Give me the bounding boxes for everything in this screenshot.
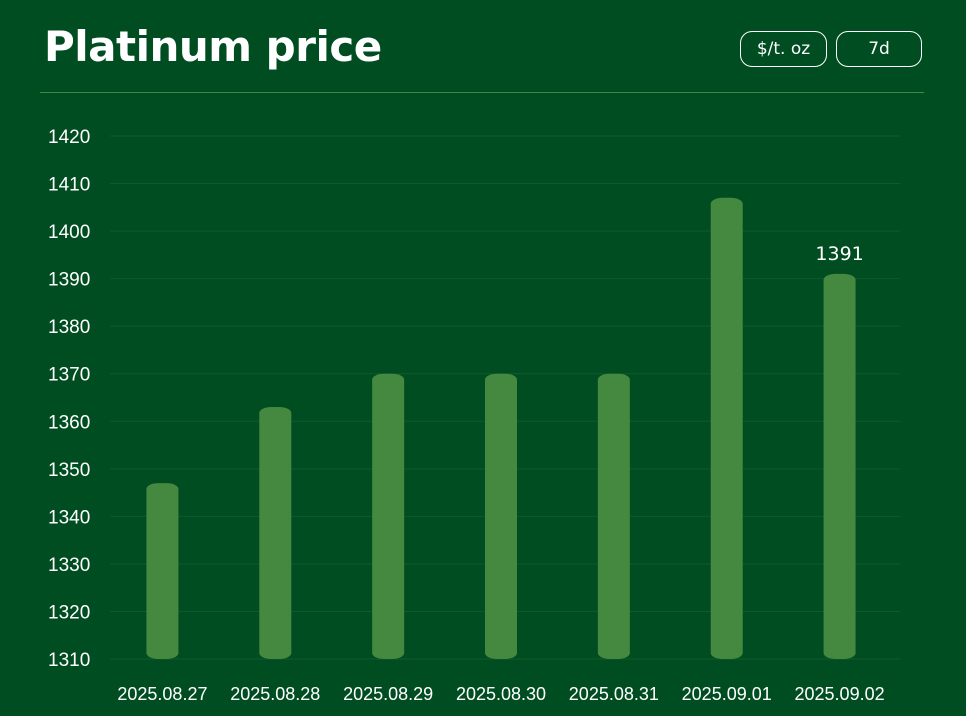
bar xyxy=(710,197,743,660)
range-button[interactable]: 7d xyxy=(836,31,922,67)
y-tick-label: 1380 xyxy=(48,317,90,338)
y-tick-label: 1350 xyxy=(48,460,90,481)
y-axis-ticks: 1310 1320 1330 1340 1350 1360 1370 1380 1390 1400… xyxy=(48,127,90,671)
x-tick-label: 2025.08.27 xyxy=(117,684,207,704)
x-tick-label: 2025.08.30 xyxy=(456,684,546,704)
y-tick-label: 1330 xyxy=(48,555,90,576)
y-tick-label: 1400 xyxy=(48,222,90,243)
data-label: 1391 xyxy=(815,243,863,265)
y-tick-label: 1320 xyxy=(48,602,90,623)
y-tick-label: 1360 xyxy=(48,412,90,433)
y-tick-label: 1340 xyxy=(48,507,90,528)
y-tick-label: 1420 xyxy=(48,127,90,148)
x-tick-label: 2025.09.01 xyxy=(682,684,772,704)
y-tick-label: 1370 xyxy=(48,365,90,386)
bar xyxy=(597,373,630,659)
bar xyxy=(485,373,517,659)
x-tick-label: 2025.08.31 xyxy=(569,684,659,704)
bars xyxy=(146,197,856,660)
x-tick-label: 2025.09.02 xyxy=(795,684,885,704)
x-tick-label: 2025.08.29 xyxy=(343,684,433,704)
bar xyxy=(372,373,405,659)
y-tick-label: 1410 xyxy=(48,175,90,196)
unit-button[interactable]: $/t. oz xyxy=(740,31,827,67)
y-tick-label: 1390 xyxy=(48,270,90,291)
x-axis-ticks: 2025.08.27 2025.08.28 2025.08.29 2025.08.30… xyxy=(117,684,884,704)
bar xyxy=(259,407,292,659)
y-tick-label: 1310 xyxy=(48,650,90,671)
x-tick-label: 2025.08.28 xyxy=(230,684,320,704)
data-labels: 1391 xyxy=(815,243,863,265)
header-divider xyxy=(40,92,924,93)
bar xyxy=(146,483,179,659)
bar xyxy=(823,273,856,659)
page-title: Platinum price xyxy=(44,22,382,71)
